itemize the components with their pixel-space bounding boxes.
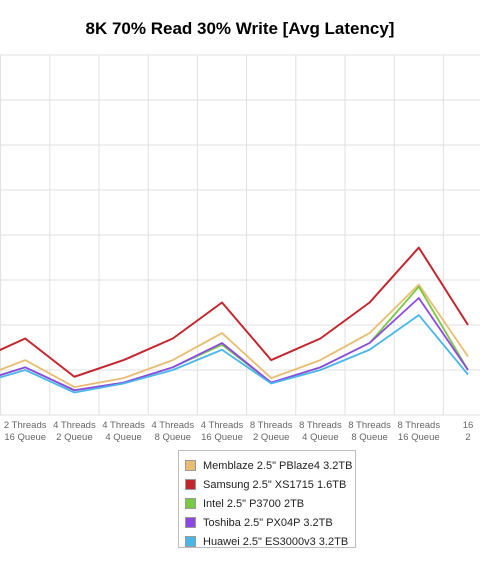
legend-item-intel: Intel 2.5" P3700 2TB: [185, 494, 355, 513]
x-tick-label: 8 Queue: [351, 432, 387, 443]
x-tick-label: 4 Threads: [53, 420, 96, 431]
x-tick-label: 16: [463, 420, 474, 431]
legend-item-toshiba: Toshiba 2.5" PX04P 3.2TB: [185, 513, 355, 532]
legend-label-toshiba: Toshiba 2.5" PX04P 3.2TB: [203, 516, 333, 529]
x-tick-label: 8 Threads: [397, 420, 440, 431]
grid: [0, 54, 480, 416]
legend-swatch-toshiba: [185, 517, 196, 528]
legend-swatch-samsung: [185, 479, 196, 490]
legend: Memblaze 2.5" PBlaze4 3.2TB Samsung 2.5"…: [178, 450, 356, 548]
x-tick-label: 2 Queue: [56, 432, 92, 443]
x-tick-label: 16 Queue: [4, 432, 46, 443]
x-tick-label: 4 Queue: [105, 432, 141, 443]
legend-swatch-memblaze: [185, 460, 196, 471]
legend-item-samsung: Samsung 2.5" XS1715 1.6TB: [185, 475, 355, 494]
legend-label-huawei: Huawei 2.5" ES3000v3 3.2TB: [203, 535, 349, 548]
x-tick-label: 8 Threads: [348, 420, 391, 431]
x-tick-label: 4 Queue: [302, 432, 338, 443]
x-tick-label: 4 Threads: [151, 420, 194, 431]
x-tick-label: 2 Queue: [253, 432, 289, 443]
x-tick-label: 8 Threads: [299, 420, 342, 431]
series-line-samsung: [0, 246, 469, 378]
legend-label-samsung: Samsung 2.5" XS1715 1.6TB: [203, 478, 347, 491]
x-tick-label: 8 Queue: [155, 432, 191, 443]
series-line-memblaze: [0, 283, 469, 389]
x-tick-label: 8 Threads: [250, 420, 293, 431]
legend-label-memblaze: Memblaze 2.5" PBlaze4 3.2TB: [203, 459, 353, 472]
x-tick-label: 2: [465, 432, 470, 443]
legend-swatch-intel: [185, 498, 196, 509]
series-line-toshiba: [0, 297, 469, 392]
legend-swatch-huawei: [185, 536, 196, 547]
series-line-huawei: [0, 314, 469, 394]
legend-item-memblaze: Memblaze 2.5" PBlaze4 3.2TB: [185, 456, 355, 475]
x-tick-label: 2 Threads: [4, 420, 47, 431]
x-tick-label: 16 Queue: [201, 432, 243, 443]
chart-title: 8K 70% Read 30% Write [Avg Latency]: [85, 19, 395, 38]
x-tick-label: 4 Threads: [201, 420, 244, 431]
legend-item-huawei: Huawei 2.5" ES3000v3 3.2TB: [185, 532, 355, 551]
legend-label-intel: Intel 2.5" P3700 2TB: [203, 497, 305, 510]
x-tick-label: 4 Threads: [102, 420, 145, 431]
x-tick-label: 16 Queue: [398, 432, 440, 443]
series-lines: [0, 246, 469, 394]
